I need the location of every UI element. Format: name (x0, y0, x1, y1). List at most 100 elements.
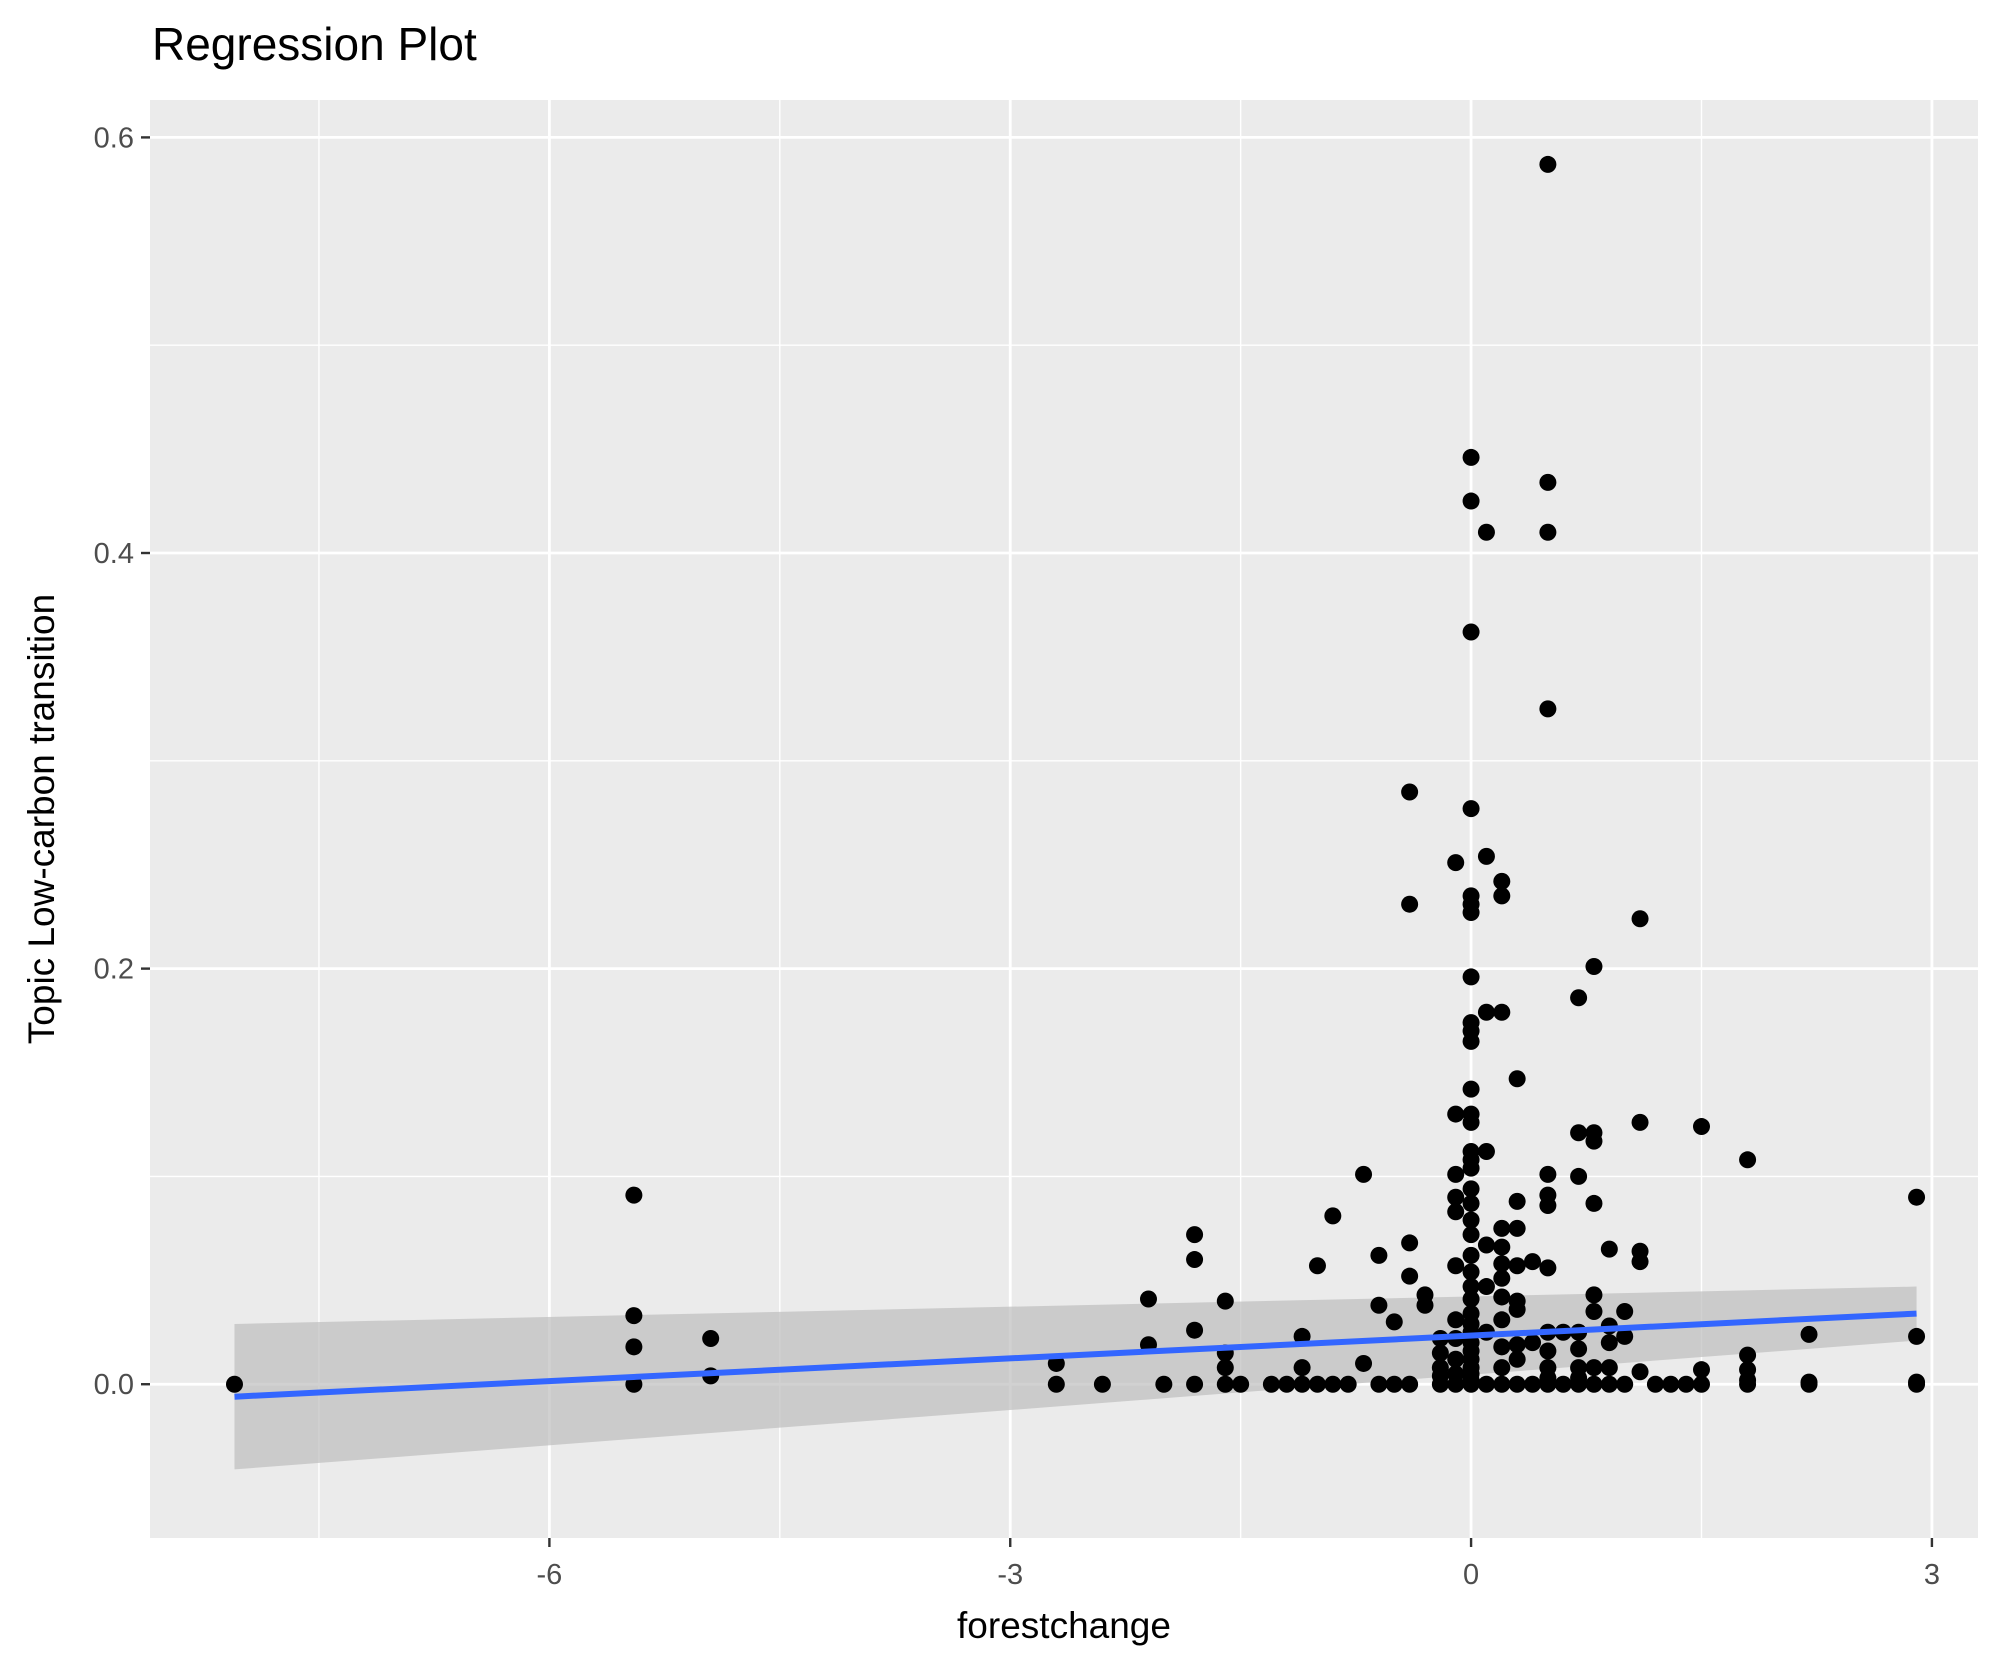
y-tick-label: 0.6 (94, 122, 134, 154)
data-points (225, 155, 1926, 1393)
data-point (1324, 1375, 1342, 1393)
data-point (1462, 1180, 1480, 1198)
data-point (1646, 1375, 1664, 1393)
data-point (1570, 1375, 1588, 1393)
data-point (1462, 1290, 1480, 1308)
data-point (1462, 1211, 1480, 1229)
data-point (1339, 1375, 1357, 1393)
data-point (625, 1186, 643, 1204)
data-point (1047, 1375, 1065, 1393)
data-point (1216, 1292, 1234, 1310)
data-point (1493, 1238, 1511, 1256)
data-point (1355, 1354, 1373, 1372)
data-point (1447, 1203, 1465, 1221)
data-point (1508, 1192, 1526, 1210)
data-point (1739, 1346, 1757, 1364)
data-point (1186, 1226, 1204, 1244)
data-point (1677, 1375, 1695, 1393)
x-tick-label: -6 (536, 1559, 562, 1591)
minor-gridlines (150, 100, 1978, 1538)
data-point (1324, 1207, 1342, 1225)
data-point (1447, 1105, 1465, 1123)
data-point (1631, 1113, 1649, 1131)
data-point (1539, 1375, 1557, 1393)
data-point (1493, 1255, 1511, 1273)
data-point (1477, 1236, 1495, 1254)
data-point (1308, 1375, 1326, 1393)
data-point (1462, 1263, 1480, 1281)
data-point (1477, 847, 1495, 865)
data-point (1462, 1226, 1480, 1244)
data-point (1216, 1375, 1234, 1393)
data-point (1539, 1342, 1557, 1360)
data-point (1139, 1290, 1157, 1308)
data-point (1447, 1188, 1465, 1206)
data-point (225, 1375, 243, 1393)
data-point (1524, 1253, 1542, 1271)
data-point (1539, 1165, 1557, 1183)
data-point (1462, 1194, 1480, 1212)
data-point (1539, 473, 1557, 491)
data-point (1370, 1246, 1388, 1264)
y-tick-label: 0.0 (94, 1369, 134, 1401)
data-point (1539, 1197, 1557, 1215)
data-point (1493, 1311, 1511, 1329)
data-point (1493, 872, 1511, 890)
data-point (1539, 1259, 1557, 1277)
data-point (1477, 1375, 1495, 1393)
data-point (1493, 887, 1511, 905)
y-axis: 0.0 0.2 0.4 0.6 (94, 122, 150, 1401)
data-point (1508, 1219, 1526, 1237)
data-point (1477, 1003, 1495, 1021)
data-point (1477, 523, 1495, 541)
data-point (1462, 623, 1480, 641)
data-point (1447, 1311, 1465, 1329)
data-point (1600, 1375, 1618, 1393)
data-point (1570, 1340, 1588, 1358)
data-point (1739, 1151, 1757, 1169)
data-point (1616, 1375, 1634, 1393)
x-tick-label: 0 (1463, 1559, 1479, 1591)
chart-title: Regression Plot (152, 18, 477, 70)
data-point (1692, 1118, 1710, 1136)
data-point (1293, 1359, 1311, 1377)
data-point (1570, 989, 1588, 1007)
data-point (1908, 1375, 1926, 1393)
data-point (1585, 1302, 1603, 1320)
data-point (1462, 448, 1480, 466)
data-point (1600, 1240, 1618, 1258)
data-point (1462, 1032, 1480, 1050)
data-point (1262, 1375, 1280, 1393)
data-point (1401, 1234, 1419, 1252)
data-point (1447, 1375, 1465, 1393)
data-point (1385, 1375, 1403, 1393)
data-point (625, 1338, 643, 1356)
data-point (1662, 1375, 1680, 1393)
data-point (1800, 1375, 1818, 1393)
data-point (1524, 1334, 1542, 1352)
data-point (1431, 1344, 1449, 1362)
data-point (1524, 1375, 1542, 1393)
data-point (1355, 1165, 1373, 1183)
data-point (702, 1330, 720, 1348)
data-point (1385, 1313, 1403, 1331)
x-axis: -6 -3 0 3 (536, 1538, 1940, 1591)
data-point (1692, 1375, 1710, 1393)
y-tick-label: 0.2 (94, 954, 134, 986)
data-point (1293, 1375, 1311, 1393)
data-point (1401, 1375, 1419, 1393)
data-point (1508, 1070, 1526, 1088)
data-point (1462, 1113, 1480, 1131)
data-point (1585, 1194, 1603, 1212)
data-point (1477, 1142, 1495, 1160)
data-point (1585, 1286, 1603, 1304)
data-point (1477, 1278, 1495, 1296)
data-point (1493, 1288, 1511, 1306)
regression-line (234, 1310, 1917, 1400)
data-point (1155, 1375, 1173, 1393)
data-point (1462, 1278, 1480, 1296)
data-point (1508, 1257, 1526, 1275)
x-axis-label: forestchange (957, 1605, 1171, 1646)
data-point (1462, 1375, 1480, 1393)
